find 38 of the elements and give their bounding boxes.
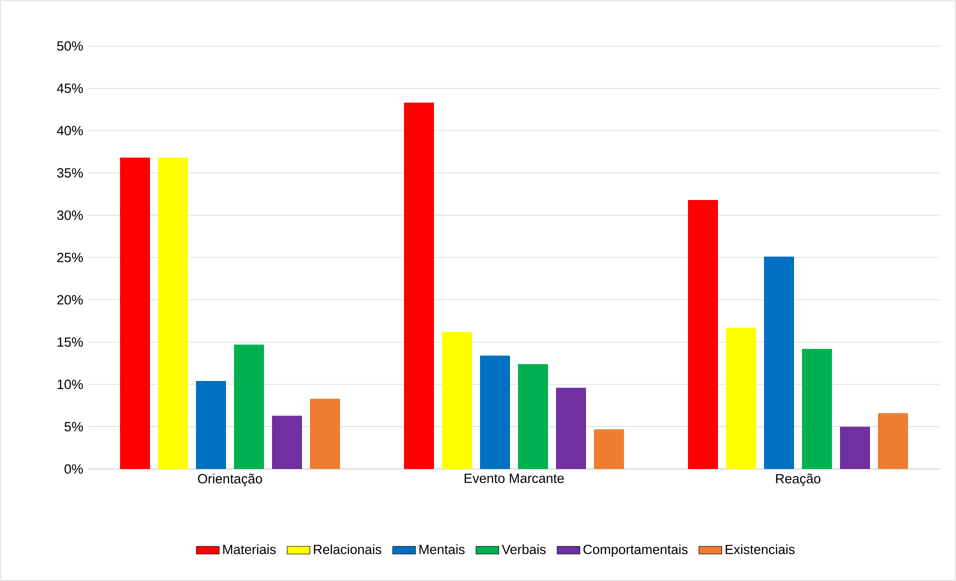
bar — [310, 398, 340, 469]
bar — [594, 429, 624, 469]
bar — [480, 356, 510, 469]
bar — [556, 388, 586, 469]
y-tick-label: 30% — [57, 210, 83, 220]
y-tick-label: 45% — [56, 84, 83, 93]
x-tick-label: Orientação — [198, 474, 262, 486]
bar — [802, 348, 832, 469]
y-tick-label: 10% — [58, 380, 83, 390]
bar — [764, 256, 794, 469]
y-tick-label: 0% — [64, 464, 83, 474]
y-tick-label: 50% — [57, 41, 83, 51]
legend-label: Materiais — [223, 544, 276, 554]
bar — [158, 158, 188, 469]
bar — [688, 200, 718, 469]
legend-label: Relacionais — [314, 544, 382, 554]
y-tick-label: 25% — [57, 252, 83, 262]
bar — [196, 381, 226, 469]
bar — [120, 158, 150, 469]
legend-label: Comportamentais — [583, 544, 688, 557]
y-tick-label: 35% — [57, 168, 83, 178]
bar — [234, 344, 264, 469]
bar — [272, 416, 302, 469]
bar — [878, 413, 908, 469]
y-tick-label: 5% — [64, 422, 83, 432]
bar — [404, 102, 434, 469]
y-tick-label: 20% — [57, 295, 83, 305]
bar — [726, 328, 756, 469]
bar — [518, 364, 548, 469]
bar — [840, 426, 870, 469]
y-tick-label: 40% — [56, 126, 83, 136]
x-tick-label: Reação — [776, 474, 820, 486]
legend-label: Mentais — [419, 544, 465, 554]
x-tick-label: Evento Marcante — [464, 474, 564, 483]
y-tick-label: 15% — [58, 337, 83, 347]
legend-label: Existenciais — [726, 544, 795, 554]
bar — [442, 332, 472, 469]
legend-label: Verbais — [502, 544, 546, 554]
